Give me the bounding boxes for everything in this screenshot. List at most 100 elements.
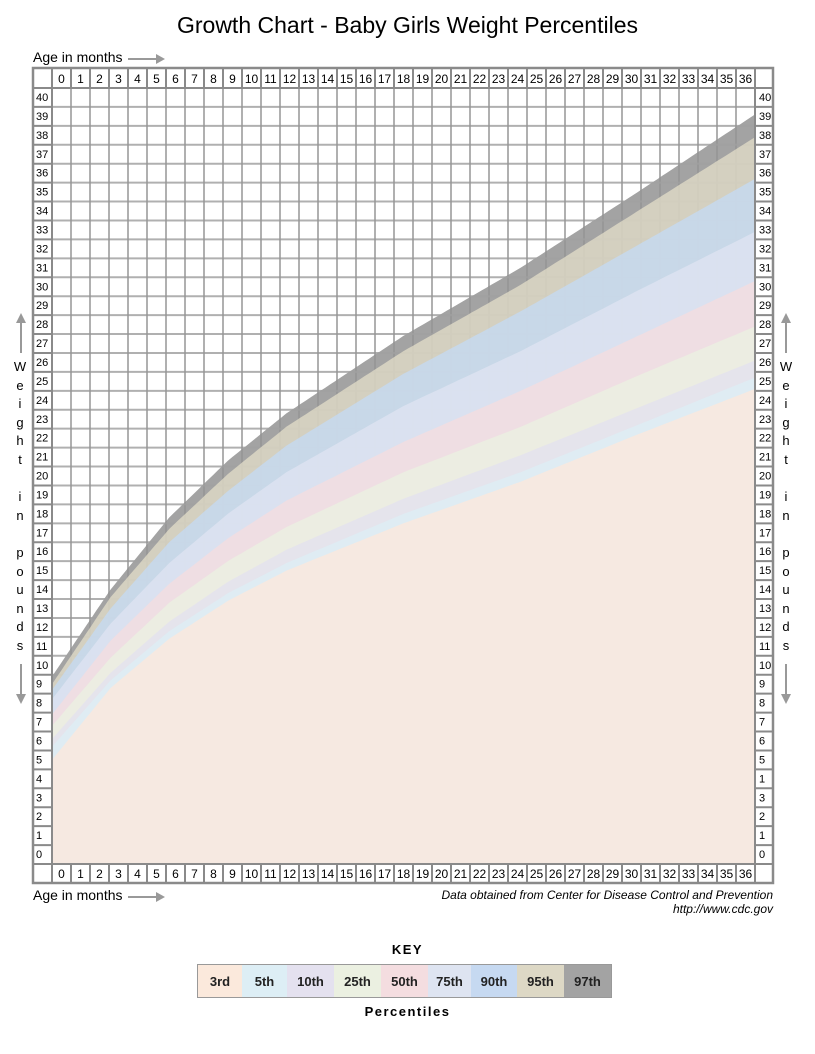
y-tick-right: 20 xyxy=(759,471,771,483)
y-axis-letter: W xyxy=(13,359,27,374)
y-tick-right: 16 xyxy=(759,546,771,558)
x-axis-label-top: Age in months xyxy=(33,49,123,65)
y-tick-left: 28 xyxy=(36,319,48,331)
y-tick-left: 10 xyxy=(36,660,48,672)
y-axis-letter: s xyxy=(782,638,790,653)
x-tick-top: 2 xyxy=(96,72,103,86)
x-tick-bottom: 1 xyxy=(77,867,84,881)
y-tick-left: 24 xyxy=(36,395,48,407)
x-tick-top: 22 xyxy=(473,72,487,86)
x-tick-top: 21 xyxy=(454,72,468,86)
y-tick-left: 17 xyxy=(36,527,48,539)
x-tick-top: 17 xyxy=(378,72,392,86)
x-tick-bottom: 9 xyxy=(229,867,236,881)
up-arrow-icon-left xyxy=(16,313,26,353)
key-item-25th: 25th xyxy=(334,965,381,997)
key-footer: Percentiles xyxy=(364,1004,451,1019)
y-tick-right: 1 xyxy=(759,773,765,785)
y-tick-left: 22 xyxy=(36,433,48,445)
y-tick-left: 35 xyxy=(36,187,48,199)
y-tick-right: 35 xyxy=(759,187,771,199)
y-tick-right: 40 xyxy=(759,92,771,104)
key-item-3rd: 3rd xyxy=(198,965,242,997)
y-axis-letter: i xyxy=(18,489,22,505)
x-tick-bottom: 13 xyxy=(302,867,316,881)
x-tick-top: 10 xyxy=(245,72,259,86)
y-tick-left: 19 xyxy=(36,489,48,501)
key-title: KEY xyxy=(391,942,424,957)
y-axis-letter: i xyxy=(784,396,788,412)
x-tick-bottom: 26 xyxy=(549,867,563,881)
x-tick-bottom: 21 xyxy=(454,867,468,881)
x-tick-top: 32 xyxy=(663,72,677,86)
source-line-1: Data obtained from Center for Disease Co… xyxy=(441,888,773,902)
y-tick-left: 11 xyxy=(36,641,47,653)
x-tick-top: 15 xyxy=(340,72,354,86)
y-tick-right: 0 xyxy=(759,849,765,861)
y-tick-right: 5 xyxy=(759,754,765,766)
source-url: http://www.cdc.gov xyxy=(672,902,773,916)
key-item-75th: 75th xyxy=(428,965,471,997)
x-tick-top: 3 xyxy=(115,72,122,86)
x-tick-top: 19 xyxy=(416,72,430,86)
y-tick-right: 11 xyxy=(759,641,770,653)
y-tick-left: 30 xyxy=(36,281,48,293)
y-tick-left: 3 xyxy=(36,792,42,804)
x-tick-top: 0 xyxy=(58,72,65,86)
y-tick-right: 8 xyxy=(759,698,765,710)
x-tick-top: 9 xyxy=(229,72,236,86)
x-tick-bottom: 16 xyxy=(359,867,373,881)
y-axis-letter: W xyxy=(779,359,793,374)
x-tick-bottom: 5 xyxy=(153,867,160,881)
y-axis-letter: d xyxy=(16,619,24,635)
y-tick-right: 37 xyxy=(759,149,771,161)
y-tick-left: 38 xyxy=(36,130,48,142)
y-tick-right: 1 xyxy=(759,830,765,842)
y-axis-letter: h xyxy=(782,433,790,449)
y-tick-right: 31 xyxy=(759,262,771,274)
y-axis-letter: n xyxy=(16,507,24,523)
y-tick-right: 22 xyxy=(759,433,771,445)
y-tick-left: 13 xyxy=(36,603,48,615)
x-tick-top: 29 xyxy=(606,72,620,86)
x-tick-bottom: 14 xyxy=(321,867,335,881)
y-tick-left: 31 xyxy=(36,262,48,274)
y-tick-right: 18 xyxy=(759,508,771,520)
x-tick-top: 23 xyxy=(492,72,506,86)
x-tick-top: 30 xyxy=(625,72,639,86)
key-item-10th: 10th xyxy=(287,965,334,997)
x-tick-top: 7 xyxy=(191,72,198,86)
y-axis-letter: u xyxy=(16,582,24,598)
x-tick-bottom: 2 xyxy=(96,867,103,881)
y-tick-left: 20 xyxy=(36,471,48,483)
y-tick-right: 17 xyxy=(759,527,771,539)
key-item-90th: 90th xyxy=(471,965,517,997)
x-tick-top: 5 xyxy=(153,72,160,86)
y-axis-letter: d xyxy=(782,619,790,635)
y-tick-left: 39 xyxy=(36,111,48,123)
x-tick-bottom: 25 xyxy=(530,867,544,881)
y-tick-left: 6 xyxy=(36,736,42,748)
key-item-95th: 95th xyxy=(517,965,564,997)
y-tick-left: 26 xyxy=(36,357,48,369)
y-tick-right: 13 xyxy=(759,603,771,615)
y-tick-right: 23 xyxy=(759,414,771,426)
y-tick-left: 0 xyxy=(36,849,42,861)
x-tick-top: 35 xyxy=(720,72,734,86)
x-tick-bottom: 32 xyxy=(663,867,677,881)
y-axis-letter: n xyxy=(782,600,790,616)
x-tick-top: 14 xyxy=(321,72,335,86)
x-tick-top: 33 xyxy=(682,72,696,86)
y-axis-letter: s xyxy=(16,638,24,653)
y-axis-letter: t xyxy=(18,452,22,467)
x-tick-bottom: 0 xyxy=(58,867,65,881)
y-tick-left: 12 xyxy=(36,622,48,634)
y-axis-letter: p xyxy=(782,545,790,560)
y-axis-letter: t xyxy=(784,452,788,467)
y-tick-right: 29 xyxy=(759,300,771,312)
y-axis-letter: i xyxy=(784,489,788,505)
x-tick-top: 4 xyxy=(134,72,141,86)
y-tick-right: 21 xyxy=(759,452,771,464)
x-tick-top: 18 xyxy=(397,72,411,86)
x-tick-bottom: 35 xyxy=(720,867,734,881)
